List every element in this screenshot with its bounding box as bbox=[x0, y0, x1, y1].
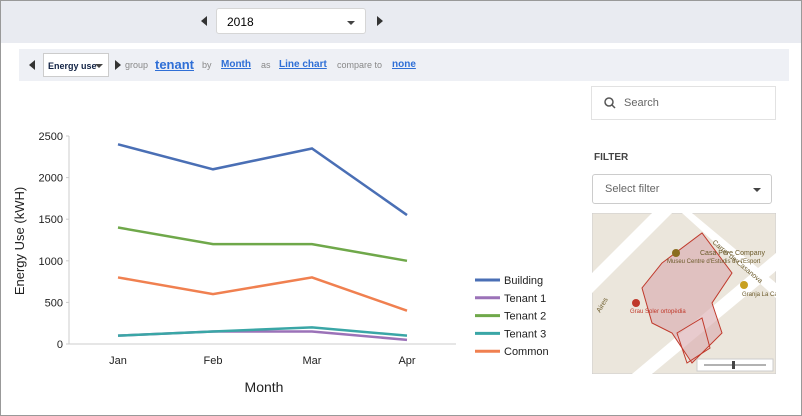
legend-label: Common bbox=[504, 346, 549, 358]
y-tick-label: 2500 bbox=[39, 131, 63, 143]
metric-value: Energy use bbox=[48, 61, 97, 71]
search-box[interactable]: Search bbox=[591, 86, 776, 120]
search-icon bbox=[604, 97, 616, 109]
year-select[interactable]: 2018 bbox=[216, 8, 366, 34]
series-line bbox=[117, 226, 408, 263]
next-metric[interactable] bbox=[115, 60, 121, 70]
y-tick-label: 2000 bbox=[39, 173, 63, 185]
metric-select[interactable]: Energy use bbox=[43, 53, 109, 77]
prev-metric[interactable] bbox=[29, 60, 35, 70]
compare-link[interactable]: none bbox=[392, 59, 416, 70]
group-label: group bbox=[125, 60, 149, 70]
map-label: Granja La Catalana bbox=[742, 292, 776, 298]
legend-label: Tenant 1 bbox=[504, 293, 546, 305]
y-tick-label: 500 bbox=[45, 297, 63, 309]
compare-label: compare to bbox=[337, 60, 383, 70]
legend-label: Building bbox=[504, 275, 543, 287]
x-tick-label: Mar bbox=[303, 355, 322, 367]
search-placeholder: Search bbox=[624, 97, 659, 109]
map-label: Museu Centre d'Estudis de l'Esport bbox=[667, 259, 761, 265]
x-tick-label: Apr bbox=[398, 355, 415, 367]
series-line bbox=[117, 326, 408, 337]
prev-year[interactable] bbox=[201, 16, 207, 26]
filter-select[interactable]: Select filter bbox=[592, 174, 772, 204]
filter-placeholder: Select filter bbox=[605, 183, 660, 195]
chart: Energy Use (kWH) Month 0 500 1000 1500 2000 2… bbox=[12, 131, 549, 395]
y-axis-label: Energy Use (kWH) bbox=[12, 187, 27, 295]
top-bar: 2018 bbox=[1, 1, 801, 43]
y-tick-label: 1500 bbox=[39, 214, 63, 226]
x-tick-label: Jan bbox=[109, 355, 127, 367]
by-label: by bbox=[202, 60, 212, 70]
group-link[interactable]: tenant bbox=[155, 57, 194, 72]
map-label: Grau Soler ortopèdia bbox=[630, 309, 686, 315]
x-tick-label: Feb bbox=[204, 355, 223, 367]
y-tick-label: 1000 bbox=[39, 256, 63, 268]
x-axis-label: Month bbox=[245, 379, 284, 395]
next-year[interactable] bbox=[377, 16, 383, 26]
y-tick-label: 0 bbox=[57, 339, 63, 351]
year-value: 2018 bbox=[227, 15, 254, 29]
as-label: as bbox=[261, 60, 271, 70]
by-link[interactable]: Month bbox=[221, 59, 251, 70]
map-label: Casa Pere Company bbox=[700, 250, 765, 257]
legend-label: Tenant 3 bbox=[504, 328, 546, 340]
series-line bbox=[117, 276, 408, 312]
legend-label: Tenant 2 bbox=[504, 311, 546, 323]
filter-title: FILTER bbox=[594, 152, 629, 163]
series-line bbox=[117, 143, 408, 217]
as-link[interactable]: Line chart bbox=[279, 59, 327, 70]
query-row: Energy use group tenant by Month as Line… bbox=[19, 49, 789, 81]
